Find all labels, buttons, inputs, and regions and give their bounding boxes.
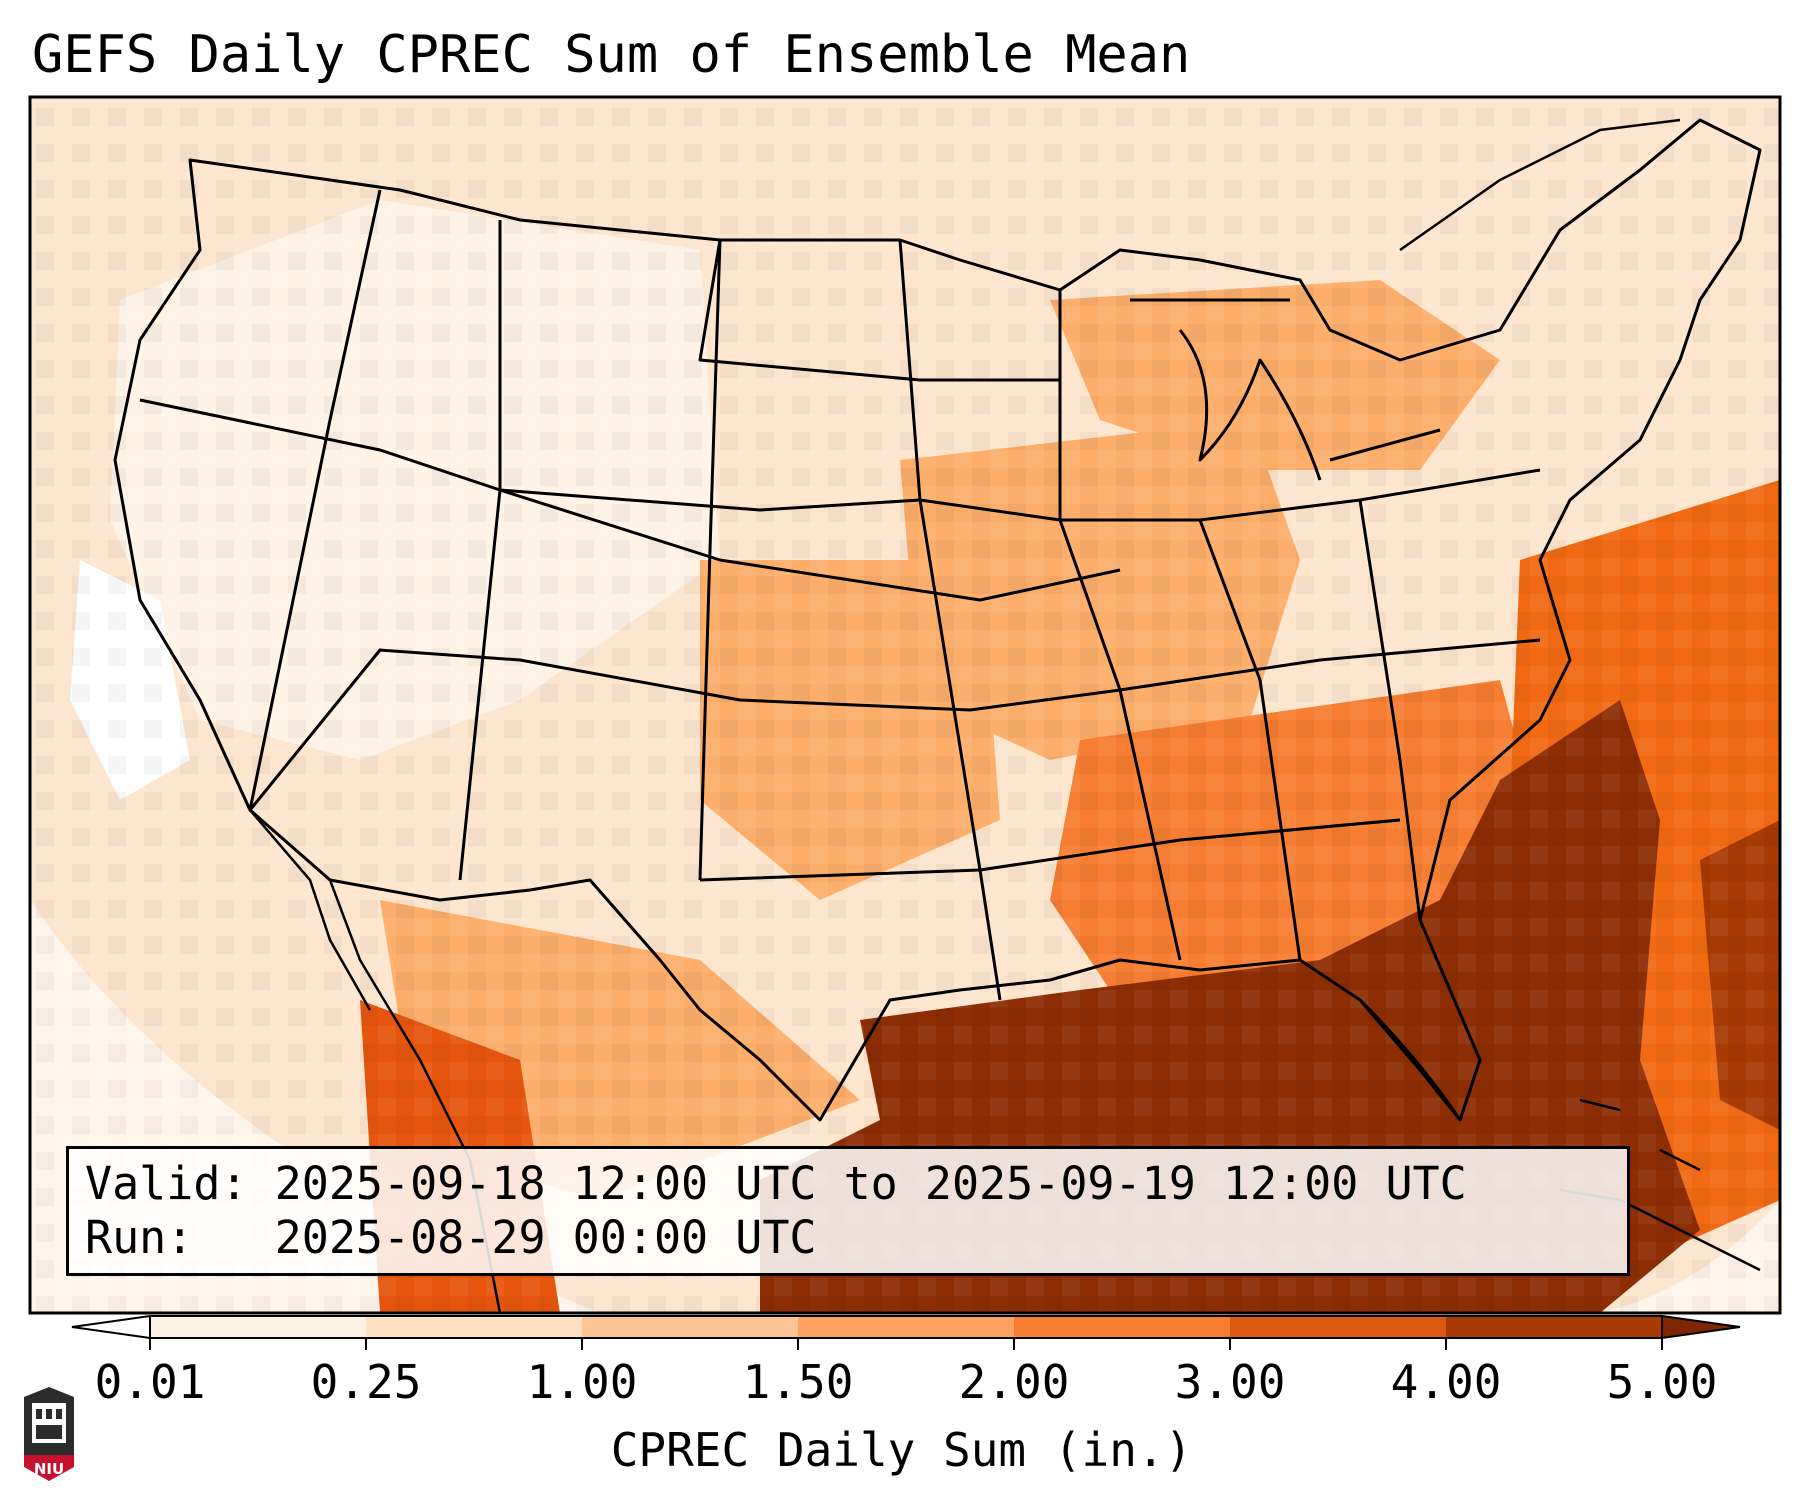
colorbar-label: CPREC Daily Sum (in.) bbox=[610, 1423, 1193, 1477]
baja-coast bbox=[249, 809, 372, 1011]
map-frame bbox=[28, 95, 1782, 1315]
state-line bbox=[499, 488, 1121, 602]
colorbar-segment bbox=[1446, 1316, 1663, 1338]
colorbar-tick-label: 4.00 bbox=[1390, 1355, 1502, 1409]
colorbar-border bbox=[149, 1315, 1663, 1339]
map-title: GEFS Daily CPREC Sum of Ensemble Mean bbox=[32, 25, 1191, 85]
colorbar-segment bbox=[366, 1316, 583, 1338]
colorbar-tick-label: 0.25 bbox=[310, 1355, 422, 1409]
colorbar-tick-label: 3.00 bbox=[1174, 1355, 1286, 1409]
caribbean-islands bbox=[1579, 1098, 1701, 1172]
colorbar-over-extend bbox=[1661, 1314, 1741, 1340]
florida bbox=[1358, 998, 1462, 1121]
run-label: Run: bbox=[85, 1211, 194, 1264]
state-line bbox=[898, 239, 1002, 1001]
valid-value: 2025-09-18 12:00 UTC to 2025-09-19 12:00… bbox=[274, 1157, 1467, 1210]
state-line bbox=[699, 818, 1401, 882]
state-line bbox=[1058, 290, 1182, 961]
colorbar-tick-label: 1.00 bbox=[526, 1355, 638, 1409]
run-row: Run: 2025-08-29 00:00 UTC bbox=[85, 1211, 1611, 1265]
state-line bbox=[1198, 519, 1302, 961]
great-lakes bbox=[1130, 298, 1441, 481]
colorbar-tick-label: 0.01 bbox=[94, 1355, 206, 1409]
canada-east bbox=[1399, 118, 1681, 252]
run-value: 2025-08-29 00:00 UTC bbox=[274, 1211, 817, 1264]
colorbar-segment bbox=[1014, 1316, 1231, 1338]
niu-logo bbox=[24, 1387, 74, 1481]
colorbar-segment bbox=[798, 1316, 1015, 1338]
colorbar-tick-label: 1.50 bbox=[742, 1355, 854, 1409]
info-box: Valid: 2025-09-18 12:00 UTC to 2025-09-1… bbox=[66, 1146, 1630, 1276]
colorbar-tick-label: 5.00 bbox=[1606, 1355, 1718, 1409]
colorbar-tick-label: 2.00 bbox=[958, 1355, 1070, 1409]
valid-label: Valid: bbox=[85, 1157, 248, 1210]
state-line bbox=[1358, 499, 1422, 921]
state-line bbox=[698, 239, 722, 881]
state-line bbox=[248, 189, 382, 811]
us-outline bbox=[113, 118, 1762, 1122]
state-line bbox=[698, 239, 1060, 382]
colorbar-under-extend bbox=[71, 1314, 151, 1340]
colorbar-segment bbox=[150, 1316, 367, 1338]
state-line bbox=[248, 638, 1541, 811]
colorbar-segment bbox=[1230, 1316, 1447, 1338]
valid-row: Valid: 2025-09-18 12:00 UTC to 2025-09-1… bbox=[85, 1157, 1611, 1211]
colorbar-segment bbox=[582, 1316, 799, 1338]
state-boundaries bbox=[113, 118, 1762, 1122]
logo-text: NIU bbox=[33, 1460, 65, 1478]
